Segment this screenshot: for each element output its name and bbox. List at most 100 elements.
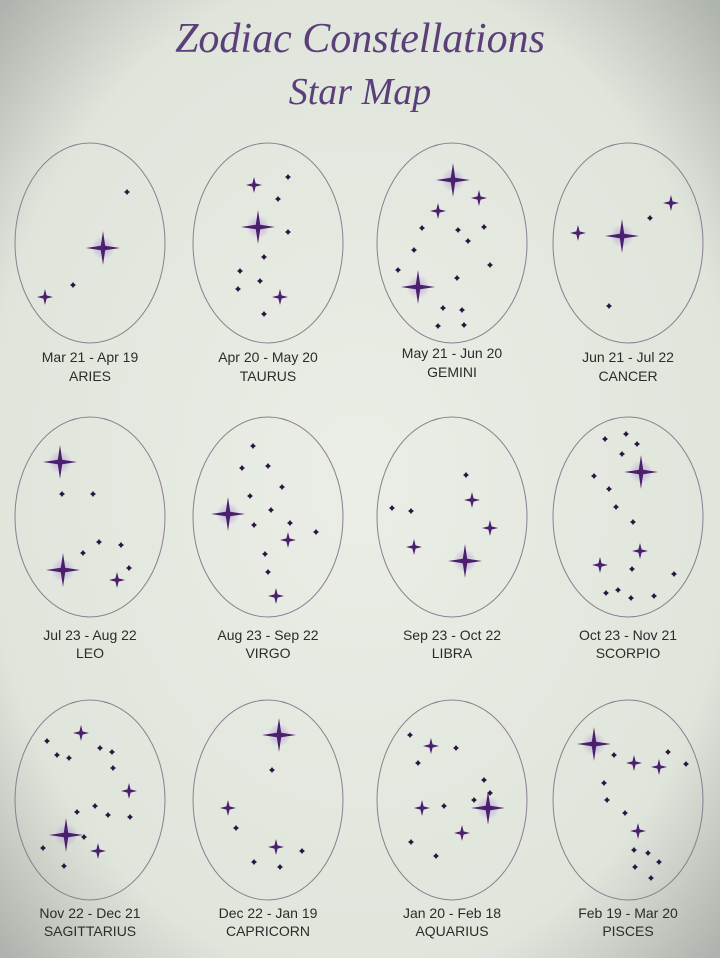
star	[261, 254, 267, 260]
star	[406, 539, 422, 555]
star	[634, 441, 640, 447]
sign-dates: Jul 23 - Aug 22	[43, 627, 137, 643]
star	[435, 323, 441, 329]
sign-dates: Apr 20 - May 20	[218, 349, 318, 365]
constellation-frame	[552, 416, 704, 618]
sign-card: Dec 22 - Jan 19 CAPRICORN	[192, 699, 344, 939]
star	[645, 850, 651, 856]
star	[628, 595, 634, 601]
constellation-frame	[552, 699, 704, 901]
star	[487, 262, 493, 268]
star	[481, 777, 487, 783]
star	[648, 875, 654, 881]
sign-dates: May 21 - Jun 20	[402, 345, 503, 361]
star	[90, 491, 96, 497]
star	[44, 738, 50, 744]
sign-name: VIRGO	[245, 645, 290, 661]
sign-name: CAPRICORN	[226, 923, 310, 939]
star	[268, 839, 284, 855]
sign-dates: Feb 19 - Mar 20	[578, 905, 678, 921]
star	[630, 519, 636, 525]
star	[423, 738, 439, 754]
star	[96, 539, 102, 545]
sign-dates: Dec 22 - Jan 19	[219, 905, 318, 921]
star	[455, 227, 461, 233]
sign-name: AQUARIUS	[415, 923, 488, 939]
sign-card: May 21 - Jun 20 GEMINI	[376, 142, 528, 380]
star	[605, 219, 639, 253]
star	[389, 505, 395, 511]
star	[463, 472, 469, 478]
star	[407, 732, 413, 738]
sign-name: ARIES	[69, 368, 111, 384]
star	[436, 163, 470, 197]
star	[454, 825, 470, 841]
star	[481, 224, 487, 230]
star	[601, 780, 607, 786]
star	[265, 463, 271, 469]
star	[683, 761, 689, 767]
star	[448, 544, 482, 578]
star	[471, 190, 487, 206]
star	[433, 853, 439, 859]
constellation-frame	[376, 142, 528, 344]
sign-card: Feb 19 - Mar 20 PISCES	[552, 699, 704, 939]
star	[239, 465, 245, 471]
sign-name: LIBRA	[432, 645, 473, 661]
star	[110, 765, 116, 771]
constellation-frame	[14, 416, 166, 618]
star	[408, 508, 414, 514]
star	[414, 800, 430, 816]
star	[268, 588, 284, 604]
star	[80, 550, 86, 556]
star	[603, 590, 609, 596]
star	[454, 275, 460, 281]
sign-card: Nov 22 - Dec 21 SAGITTARIUS	[14, 699, 166, 939]
sign-card: Oct 23 - Nov 21 SCORPIO	[552, 416, 704, 661]
sign-name: GEMINI	[427, 364, 477, 380]
star	[415, 760, 421, 766]
star	[651, 759, 667, 775]
star	[430, 203, 446, 219]
star	[246, 177, 262, 193]
sign-dates: Jan 20 - Feb 18	[403, 905, 501, 921]
star	[592, 557, 608, 573]
star	[663, 195, 679, 211]
star	[602, 436, 608, 442]
star	[401, 270, 435, 304]
star	[629, 566, 635, 572]
star	[275, 196, 281, 202]
star	[247, 493, 253, 499]
star	[279, 484, 285, 490]
star	[54, 752, 60, 758]
sign-dates: Sep 23 - Oct 22	[403, 627, 501, 643]
sign-card: Sep 23 - Oct 22 LIBRA	[376, 416, 528, 661]
star	[220, 800, 236, 816]
star	[313, 529, 319, 535]
sign-card: Jun 21 - Jul 22 CANCER	[552, 142, 704, 384]
sign-dates: Mar 21 - Apr 19	[42, 349, 139, 365]
star	[606, 486, 612, 492]
sign-card: Aug 23 - Sep 22 VIRGO	[192, 416, 344, 661]
constellation-frame	[14, 699, 166, 901]
star	[656, 859, 662, 865]
star	[631, 847, 637, 853]
constellation-frame	[552, 142, 704, 344]
star	[285, 174, 291, 180]
star	[626, 755, 642, 771]
star	[665, 749, 671, 755]
sign-name: CANCER	[598, 368, 657, 384]
star	[671, 571, 677, 577]
star	[261, 311, 267, 317]
sign-dates: Aug 23 - Sep 22	[217, 627, 318, 643]
star	[40, 845, 46, 851]
star	[109, 572, 125, 588]
star	[257, 278, 263, 284]
constellation-frame	[192, 142, 344, 344]
constellation-frame	[14, 142, 166, 344]
star	[615, 587, 621, 593]
sign-card: Jan 20 - Feb 18 AQUARIUS	[376, 699, 528, 939]
star	[237, 268, 243, 274]
star	[43, 445, 77, 479]
